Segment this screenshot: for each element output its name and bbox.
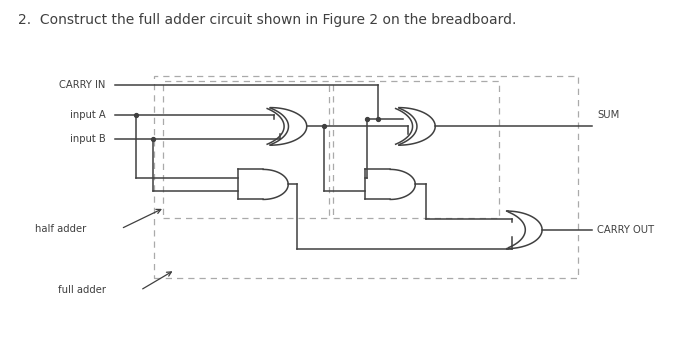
Text: 2.  Construct the full adder circuit shown in Figure 2 on the breadboard.: 2. Construct the full adder circuit show… <box>18 13 517 27</box>
Text: input B: input B <box>70 134 106 144</box>
Bar <box>332 81 499 218</box>
Text: half adder: half adder <box>35 224 86 234</box>
Text: CARRY IN: CARRY IN <box>60 81 106 91</box>
Text: full adder: full adder <box>57 285 106 295</box>
Text: CARRY OUT: CARRY OUT <box>597 225 655 235</box>
Bar <box>154 76 578 278</box>
Text: input A: input A <box>70 110 106 120</box>
Bar <box>162 81 329 218</box>
Text: SUM: SUM <box>597 110 620 120</box>
